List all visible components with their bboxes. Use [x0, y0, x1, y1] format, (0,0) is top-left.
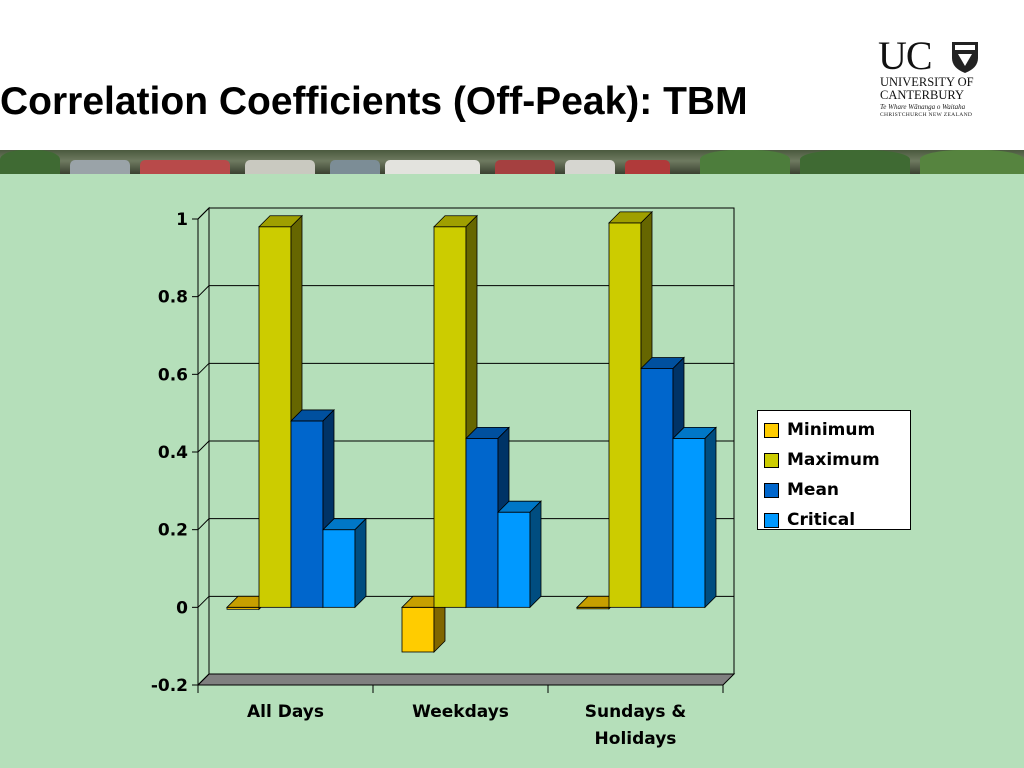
bar-front — [290, 420, 324, 608]
legend-swatch — [764, 482, 779, 498]
x-category-label: Sundays & Holidays — [585, 702, 687, 749]
bar — [322, 517, 367, 609]
bar-front — [322, 529, 356, 608]
bar-side — [529, 500, 542, 609]
banner-car — [565, 160, 615, 174]
chart-legend: Minimum Maximum Mean Critical — [757, 410, 911, 530]
y-tick-label: 0.8 — [158, 288, 188, 308]
university-logo: UC UNIVERSITY OF CANTERBURY Te Whare Wān… — [876, 33, 982, 122]
legend-item-minimum: Minimum — [764, 415, 910, 445]
bar — [672, 426, 717, 609]
legend-label: Critical — [787, 510, 856, 530]
x-category-label-line: All Days — [247, 702, 324, 722]
legend-item-mean: Mean — [764, 475, 910, 505]
banner-car — [245, 160, 315, 174]
crest-icon — [952, 42, 978, 73]
banner-tree — [800, 150, 910, 174]
logo-line-university: UNIVERSITY OF — [880, 75, 974, 89]
bar-front — [401, 606, 435, 653]
bar-front — [640, 368, 674, 608]
logo-mark: UC — [878, 33, 933, 78]
banner-tree — [920, 150, 1024, 174]
banner-car — [70, 160, 130, 174]
slide-title: Correlation Coefficients (Off-Peak): TBM — [0, 80, 748, 123]
gridline — [197, 518, 734, 531]
y-tick-label: 0 — [176, 598, 188, 618]
bar-side — [354, 517, 367, 609]
plot-floor — [196, 673, 736, 686]
banner-tree — [700, 150, 790, 174]
bar — [258, 214, 303, 609]
legend-swatch — [764, 422, 779, 438]
x-category-label: Weekdays — [412, 702, 509, 722]
gridline — [197, 595, 734, 608]
logo-line-maori: Te Whare Wānanga o Waitaha — [880, 103, 966, 111]
banner-car — [140, 160, 230, 174]
bar-front — [672, 438, 706, 608]
y-tick-label: 0.6 — [158, 365, 188, 385]
legend-swatch — [764, 512, 779, 528]
y-tick-label: 0.4 — [158, 443, 188, 463]
bar — [497, 500, 542, 609]
gridline — [197, 362, 734, 375]
header-photo-banner — [0, 150, 1024, 174]
legend-item-maximum: Maximum — [764, 445, 910, 475]
banner-car — [385, 160, 480, 174]
banner-car — [495, 160, 555, 174]
y-tick-label: -0.2 — [151, 676, 188, 696]
bar-chart: 1 0.8 0.6 0.4 0.2 0 -0.2 All Days Weekdays Sunday… — [151, 206, 736, 749]
y-tick-label: 0.2 — [158, 521, 188, 541]
bar-front — [608, 222, 642, 608]
legend-item-critical: Critical — [764, 505, 910, 535]
bar-front — [433, 226, 467, 608]
gridline — [197, 207, 734, 220]
bar-front — [465, 438, 499, 608]
legend-label: Minimum — [787, 420, 876, 440]
gridline — [197, 285, 734, 298]
bar-front — [258, 226, 292, 608]
legend-label: Maximum — [787, 450, 880, 470]
x-category-label-line: Weekdays — [412, 702, 509, 722]
x-category-label-line: Holidays — [595, 729, 677, 749]
legend-swatch — [764, 452, 779, 468]
banner-tree — [0, 150, 60, 174]
gridline — [197, 673, 734, 686]
chart-area: 1 0.8 0.6 0.4 0.2 0 -0.2 All Days Weekdays Sunday… — [0, 174, 1024, 768]
logo-line-canterbury: CANTERBURY — [880, 88, 965, 102]
banner-car — [330, 160, 380, 174]
bar-front — [497, 511, 531, 608]
banner-car — [625, 160, 670, 174]
x-category-label: All Days — [247, 702, 324, 722]
bar-side — [704, 426, 717, 609]
y-tick-label: 1 — [176, 210, 188, 230]
logo-line-location: CHRISTCHURCH NEW ZEALAND — [880, 112, 973, 118]
gridline — [197, 440, 734, 453]
x-category-label-line: Sundays & — [585, 702, 687, 722]
legend-label: Mean — [787, 480, 840, 500]
